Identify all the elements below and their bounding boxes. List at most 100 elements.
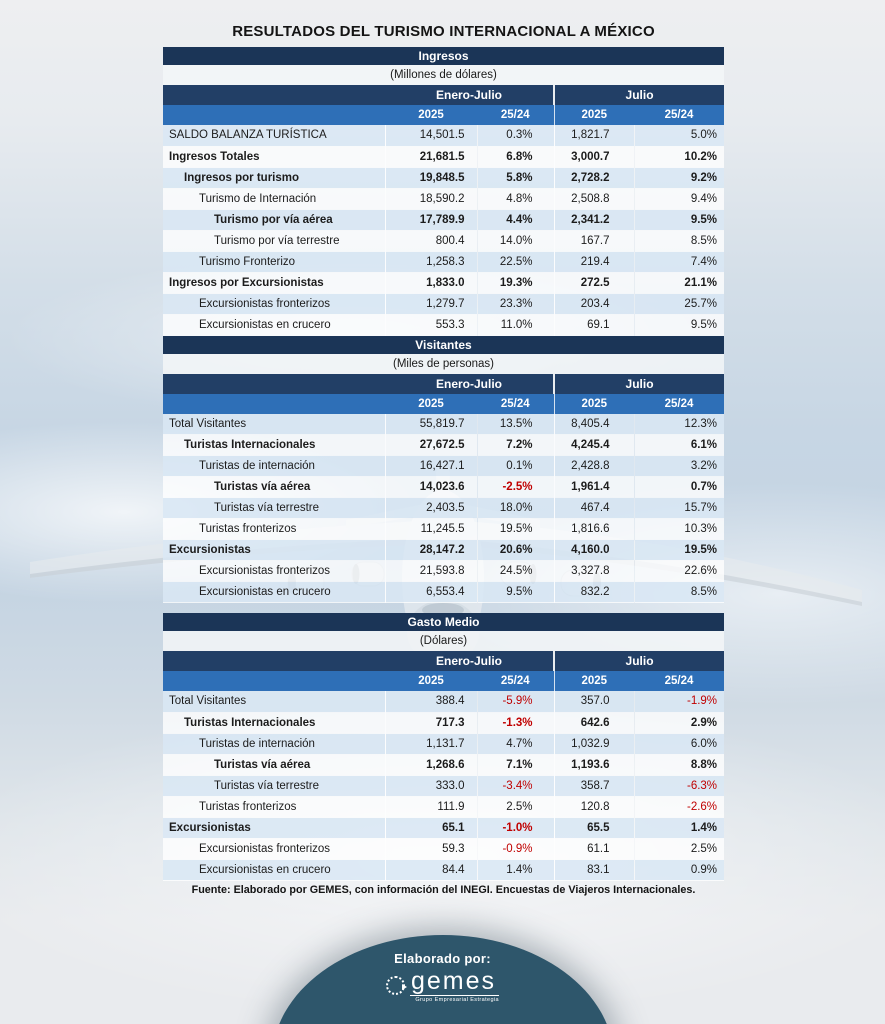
value-cell: -1.3%: [477, 712, 555, 733]
value-cell: 14,501.5: [385, 125, 478, 146]
value-cell: -2.5%: [477, 476, 555, 498]
value-cell: -3.4%: [477, 775, 555, 796]
value-cell: 19.3%: [477, 272, 555, 293]
source-note: Fuente: Elaborado por GEMES, con informa…: [191, 883, 696, 896]
column-header-row: 2025 25/24 2025 25/24: [163, 671, 725, 691]
column-group-header-row: Enero-Julio Julio: [163, 651, 725, 671]
value-cell: 4.4%: [477, 209, 555, 230]
value-cell: 9.5%: [690, 318, 718, 331]
value-cell: 59.3: [385, 838, 478, 859]
row-label: Turismo de Internación: [163, 188, 386, 209]
row-label: Turistas Internacionales: [163, 434, 386, 456]
column-group-enero-julio: Enero-Julio: [385, 85, 556, 105]
column-header-ratio: 25/24: [634, 393, 725, 414]
table-row: Turistas fronterizos 11,245.5 19.5% 1,816.6…: [163, 518, 725, 540]
column-group-header-row: Enero-Julio Julio: [163, 85, 725, 105]
value-cell: 7.1%: [477, 754, 555, 775]
column-group-enero-julio: Enero-Julio: [385, 373, 556, 394]
value-cell: 167.7: [554, 230, 635, 251]
value-cell: 25.7%: [684, 297, 718, 310]
value-cell: 0.3%: [477, 125, 555, 146]
column-header-row: 2025 25/24 2025 25/24: [163, 105, 725, 125]
value-cell: 642.6: [554, 712, 635, 733]
section-title-bar: Ingresos: [163, 47, 724, 65]
value-cell: 1,961.4: [554, 476, 635, 498]
row-label: Ingresos por Excursionistas: [163, 272, 386, 293]
row-label: Ingresos Totales: [163, 146, 386, 167]
data-table: Enero-Julio Julio 2025 25/24 2025 25/24 Total …: [163, 651, 725, 881]
value-cell: 8.8%: [690, 758, 718, 771]
value-cell: 65.5: [554, 817, 635, 838]
value-cell: 4,245.4: [554, 434, 635, 456]
value-cell: 21,593.8: [385, 560, 478, 582]
row-label: Ingresos por turismo: [163, 167, 386, 188]
table-row: Turistas fronterizos 111.9 2.5% 120.8 -2.6%: [163, 796, 725, 817]
row-label: Turismo por vía aérea: [163, 209, 386, 230]
value-cell: 6.0%: [690, 737, 718, 750]
value-cell: 10.3%: [684, 523, 718, 535]
value-cell: 15.7%: [684, 502, 718, 514]
row-label: Turistas de internación: [163, 733, 386, 754]
value-cell: 16,427.1: [385, 455, 478, 477]
value-cell: 69.1: [554, 314, 635, 335]
value-cell: 22.5%: [477, 251, 555, 272]
value-cell: 1,268.6: [385, 754, 478, 775]
value-cell: 8.5%: [690, 234, 718, 247]
value-cell: 832.2: [554, 581, 635, 603]
table-row: Excursionistas fronterizos 21,593.8 24.5% 3…: [163, 560, 725, 582]
value-cell: 83.1: [554, 859, 635, 880]
value-cell: 21.1%: [684, 276, 718, 289]
row-label: Total Visitantes: [163, 691, 386, 712]
table-row: Excursionistas en crucero 553.3 11.0% 69.1 9…: [163, 314, 725, 335]
row-label: Turistas fronterizos: [163, 518, 386, 540]
empty-header-cell: [163, 85, 385, 105]
row-label: Turistas de internación: [163, 455, 386, 477]
value-cell: 17,789.9: [385, 209, 478, 230]
column-header-ratio: 25/24: [477, 393, 555, 414]
value-cell: 1,821.7: [554, 125, 635, 146]
value-cell: 9.5%: [690, 213, 718, 226]
empty-header-cell: [163, 373, 385, 394]
data-table: Enero-Julio Julio 2025 25/24 2025 25/24 SALDO …: [163, 85, 725, 336]
value-cell: 55,819.7: [385, 413, 478, 435]
value-cell: 388.4: [385, 691, 478, 712]
section-2: Gasto Medio (Dólares) Enero-Julio Julio 2025…: [163, 613, 725, 881]
unit-label: (Miles de personas): [163, 353, 724, 374]
value-cell: 1,131.7: [385, 733, 478, 754]
value-cell: 333.0: [385, 775, 478, 796]
row-label: Excursionistas: [163, 539, 386, 561]
row-label: Excursionistas en crucero: [163, 581, 386, 603]
value-cell: 5.8%: [477, 167, 555, 188]
value-cell: 2,341.2: [554, 209, 635, 230]
table-row: Turistas de internación 1,131.7 4.7% 1,032.…: [163, 733, 725, 754]
value-cell: 4.7%: [477, 733, 555, 754]
row-label: Excursionistas en crucero: [163, 314, 386, 335]
column-header-row: 2025 25/24 2025 25/24: [163, 393, 725, 414]
value-cell: 65.1: [385, 817, 478, 838]
table-row: Ingresos por Excursionistas 1,833.0 19.3% 2…: [163, 272, 725, 293]
empty-header-cell: [163, 651, 385, 671]
value-cell: 357.0: [554, 691, 635, 712]
value-cell: 358.7: [554, 775, 635, 796]
value-cell: -2.6%: [686, 800, 718, 813]
value-cell: 2.9%: [690, 716, 718, 729]
table-row: Turistas vía aérea 14,023.6 -2.5% 1,961.4 0.…: [163, 476, 725, 498]
value-cell: 3,000.7: [554, 146, 635, 167]
value-cell: 111.9: [385, 796, 478, 817]
value-cell: 23.3%: [477, 293, 555, 314]
table-row: Turistas Internacionales 27,672.5 7.2% 4,24…: [163, 434, 725, 456]
unit-label: (Dólares): [163, 631, 724, 651]
value-cell: 9.5%: [477, 581, 555, 603]
row-label: Turismo por vía terrestre: [163, 230, 386, 251]
value-cell: 2.5%: [477, 796, 555, 817]
value-cell: 1,258.3: [385, 251, 478, 272]
table-row: Turismo por vía terrestre 800.4 14.0% 167.7…: [163, 230, 725, 251]
value-cell: 13.5%: [477, 413, 555, 435]
table-row: Excursionistas 65.1 -1.0% 65.5 1.4%: [163, 817, 725, 838]
value-cell: 20.6%: [477, 539, 555, 561]
value-cell: 1.4%: [477, 859, 555, 880]
value-cell: 467.4: [554, 497, 635, 519]
value-cell: 11.0%: [477, 314, 555, 335]
value-cell: 11,245.5: [385, 518, 478, 540]
value-cell: 7.2%: [477, 434, 555, 456]
